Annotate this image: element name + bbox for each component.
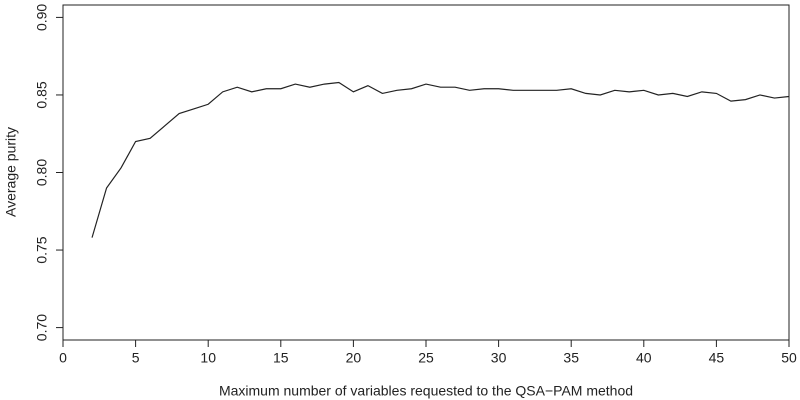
x-tick-label: 5 [132,350,140,366]
y-tick-label: 0.75 [34,236,50,263]
x-tick-label: 15 [273,350,289,366]
x-tick-label: 20 [346,350,362,366]
y-axis-label: Average purity [3,127,19,217]
x-tick-label: 10 [200,350,216,366]
y-tick-label: 0.80 [34,159,50,186]
data-line [91,81,790,238]
x-tick-label: 30 [491,350,507,366]
x-tick-label: 0 [59,350,67,366]
x-tick-label: 25 [418,350,434,366]
plot-frame [62,4,790,341]
x-tick-label: 35 [563,350,579,366]
x-tick-label: 50 [781,350,797,366]
x-tick-label: 45 [709,350,725,366]
x-tick-label: 40 [636,350,652,366]
y-tick-label: 0.70 [34,314,50,341]
y-tick-label: 0.85 [34,81,50,108]
y-tick-label: 0.90 [34,4,50,31]
x-axis-label: Maximum number of variables requested to… [219,383,633,399]
